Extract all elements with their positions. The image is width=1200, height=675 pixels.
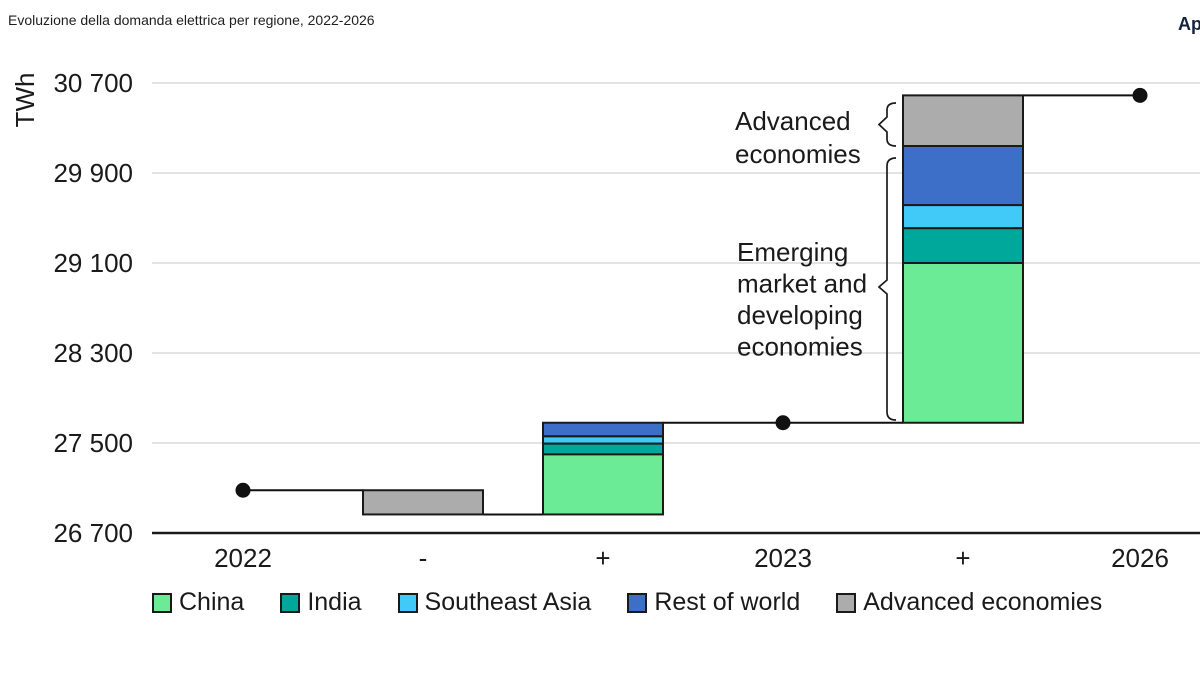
corner-nav-label[interactable]: Ap: [1178, 14, 1200, 34]
legend-label: Advanced economies: [863, 588, 1103, 616]
bar-segment-southeast-asia: [902, 204, 1024, 230]
annotation-emerging-line: Emerging: [737, 237, 848, 267]
waterfall-chart: 26 700 27 500 28 300 29 100 29 900 30 700 TWh A…: [10, 68, 1200, 573]
legend-swatch-rest-of-world: [627, 592, 648, 613]
annotation-advanced-line: economies: [735, 139, 861, 169]
waterfall-point-2026: [1132, 87, 1148, 103]
x-tick-label: 2026: [1111, 543, 1169, 573]
bar-segment-southeast-asia: [542, 435, 664, 445]
x-tick-label: +: [595, 543, 610, 573]
y-tick-label: 26 700: [53, 518, 133, 548]
legend-item-india: India: [280, 588, 362, 616]
legend-label: Rest of world: [654, 588, 801, 616]
chart-legend: China India Southeast Asia Rest of world Adv…: [152, 590, 1102, 615]
bar-segment-rest-of-world: [902, 145, 1024, 207]
annotation-emerging-line: economies: [737, 332, 863, 362]
bar-segment-india: [902, 227, 1024, 264]
x-tick-label: 2023: [754, 543, 812, 573]
annotation-emerging-line: developing: [737, 300, 863, 330]
legend-swatch-advanced-economies: [836, 592, 857, 613]
x-tick-label: -: [419, 543, 428, 573]
y-tick-label: 29 900: [53, 158, 133, 188]
waterfall-point-2023: [775, 415, 791, 431]
legend-item-southeast-asia: Southeast Asia: [397, 588, 592, 616]
x-tick-label: +: [955, 543, 970, 573]
bar-segment-china: [902, 262, 1024, 424]
y-tick-label: 28 300: [53, 338, 133, 368]
annotation-emerging-line: market and: [737, 269, 867, 299]
bar-segment-advanced-economies: [902, 94, 1024, 147]
legend-swatch-southeast-asia: [397, 592, 418, 613]
annotation-brace-advanced: [877, 102, 897, 147]
legend-label: China: [179, 588, 245, 616]
bar-segment-india: [542, 442, 664, 456]
legend-item-china: China: [152, 590, 244, 615]
annotation-brace-emerging: [877, 157, 897, 421]
legend-item-advanced-economies: Advanced economies: [836, 590, 1102, 615]
x-tick-label: 2022: [214, 543, 272, 573]
legend-swatch-china: [152, 592, 172, 613]
y-tick-label: 29 100: [53, 248, 133, 278]
y-tick-label: 27 500: [53, 428, 133, 458]
legend-item-rest-of-world: Rest of world: [627, 590, 800, 615]
bar-segment-china: [542, 453, 664, 516]
legend-label: India: [307, 588, 362, 616]
y-tick-label: 30 700: [53, 68, 133, 98]
bar-segment-rest-of-world: [542, 421, 664, 438]
waterfall-point-2022: [235, 482, 251, 498]
y-axis-unit-label: TWh: [10, 73, 40, 128]
legend-label: Southeast Asia: [424, 588, 592, 616]
chart-title: Evoluzione della domanda elettrica per r…: [8, 12, 375, 28]
legend-swatch-india: [280, 592, 301, 613]
annotation-advanced-line: Advanced: [735, 106, 851, 136]
bar-segment-advanced-economies: [362, 489, 484, 516]
